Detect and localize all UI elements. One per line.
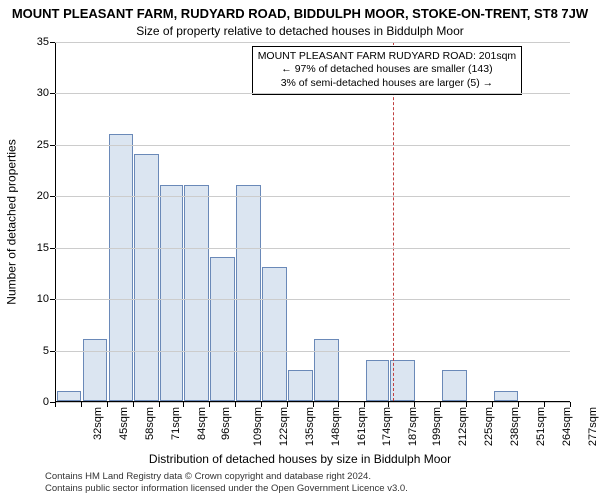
- x-tick-mark: [235, 402, 236, 407]
- reference-line: [393, 42, 394, 401]
- histogram-bar: [83, 339, 108, 401]
- histogram-bar: [366, 360, 389, 401]
- chart-main-title: MOUNT PLEASANT FARM, RUDYARD ROAD, BIDDU…: [0, 6, 600, 21]
- x-tick-mark: [55, 402, 56, 407]
- y-tick-label: 10: [6, 293, 49, 305]
- x-tick-label: 71sqm: [170, 407, 182, 440]
- x-tick-mark: [133, 402, 134, 407]
- x-tick-mark: [107, 402, 108, 407]
- x-tick-mark: [414, 402, 415, 407]
- x-tick-label: 135sqm: [304, 407, 316, 446]
- y-gridline: [55, 299, 570, 300]
- y-tick-mark: [50, 93, 55, 94]
- x-tick-mark: [209, 402, 210, 407]
- footer-line2: Contains public sector information licen…: [45, 483, 590, 495]
- histogram-bar: [288, 370, 313, 401]
- x-tick-label: 32sqm: [92, 407, 104, 440]
- footer-line1: Contains HM Land Registry data © Crown c…: [45, 471, 590, 483]
- x-axis-label: Distribution of detached houses by size …: [0, 452, 600, 466]
- y-gridline: [55, 196, 570, 197]
- x-tick-mark: [518, 402, 519, 407]
- x-tick-mark: [492, 402, 493, 407]
- x-tick-mark: [466, 402, 467, 407]
- histogram-bar: [210, 257, 235, 401]
- y-axis-label-text: Number of detached properties: [5, 139, 19, 304]
- x-tick-label: 277sqm: [587, 407, 599, 446]
- y-tick-label: 15: [6, 242, 49, 254]
- x-tick-mark: [440, 402, 441, 407]
- y-gridline: [55, 351, 570, 352]
- chart-footer: Contains HM Land Registry data © Crown c…: [45, 471, 590, 495]
- y-tick-label: 35: [6, 36, 49, 48]
- histogram-bar: [160, 185, 183, 401]
- y-tick-label: 20: [6, 190, 49, 202]
- info-box: MOUNT PLEASANT FARM RUDYARD ROAD: 201sqm…: [252, 46, 522, 95]
- info-box-line: 3% of semi-detached houses are larger (5…: [258, 77, 516, 91]
- y-tick-label: 5: [6, 345, 49, 357]
- y-gridline: [55, 42, 570, 43]
- info-box-line: MOUNT PLEASANT FARM RUDYARD ROAD: 201sqm: [258, 50, 516, 64]
- y-tick-mark: [50, 145, 55, 146]
- y-tick-mark: [50, 351, 55, 352]
- x-tick-mark: [159, 402, 160, 407]
- x-tick-label: 109sqm: [252, 407, 264, 446]
- histogram-bar: [494, 391, 519, 401]
- x-tick-label: 212sqm: [457, 407, 469, 446]
- x-tick-mark: [544, 402, 545, 407]
- histogram-bar: [314, 339, 339, 401]
- x-tick-label: 225sqm: [483, 407, 495, 446]
- x-tick-mark: [261, 402, 262, 407]
- y-tick-mark: [50, 42, 55, 43]
- x-tick-label: 96sqm: [220, 407, 232, 440]
- histogram-bar: [442, 370, 467, 401]
- plot-area: MOUNT PLEASANT FARM RUDYARD ROAD: 201sqm…: [55, 42, 570, 402]
- y-gridline: [55, 145, 570, 146]
- y-tick-label: 25: [6, 139, 49, 151]
- histogram-bar: [57, 391, 82, 401]
- x-tick-mark: [364, 402, 365, 407]
- x-tick-label: 122sqm: [278, 407, 290, 446]
- x-tick-label: 238sqm: [509, 407, 521, 446]
- histogram-bar: [109, 134, 134, 401]
- y-tick-mark: [50, 248, 55, 249]
- chart-sub-title: Size of property relative to detached ho…: [0, 24, 600, 38]
- x-tick-label: 187sqm: [408, 407, 420, 446]
- x-tick-mark: [287, 402, 288, 407]
- histogram-bar: [184, 185, 209, 401]
- x-tick-label: 84sqm: [196, 407, 208, 440]
- histogram-bar: [262, 267, 287, 401]
- histogram-bar: [134, 154, 159, 401]
- x-tick-mark: [81, 402, 82, 407]
- y-tick-mark: [50, 299, 55, 300]
- x-tick-label: 45sqm: [118, 407, 130, 440]
- y-tick-label: 30: [6, 87, 49, 99]
- chart-container: MOUNT PLEASANT FARM, RUDYARD ROAD, BIDDU…: [0, 0, 600, 500]
- x-tick-mark: [570, 402, 571, 407]
- y-tick-label: 0: [6, 396, 49, 408]
- y-gridline: [55, 248, 570, 249]
- x-tick-label: 174sqm: [382, 407, 394, 446]
- x-tick-label: 251sqm: [535, 407, 547, 446]
- x-tick-mark: [313, 402, 314, 407]
- y-tick-mark: [50, 196, 55, 197]
- x-tick-label: 161sqm: [356, 407, 368, 446]
- x-tick-mark: [338, 402, 339, 407]
- info-box-line: ← 97% of detached houses are smaller (14…: [258, 63, 516, 77]
- histogram-bar: [236, 185, 261, 401]
- x-tick-label: 199sqm: [431, 407, 443, 446]
- x-tick-label: 264sqm: [561, 407, 573, 446]
- x-tick-mark: [183, 402, 184, 407]
- x-tick-label: 58sqm: [144, 407, 156, 440]
- x-tick-label: 148sqm: [330, 407, 342, 446]
- y-gridline: [55, 93, 570, 94]
- x-tick-mark: [388, 402, 389, 407]
